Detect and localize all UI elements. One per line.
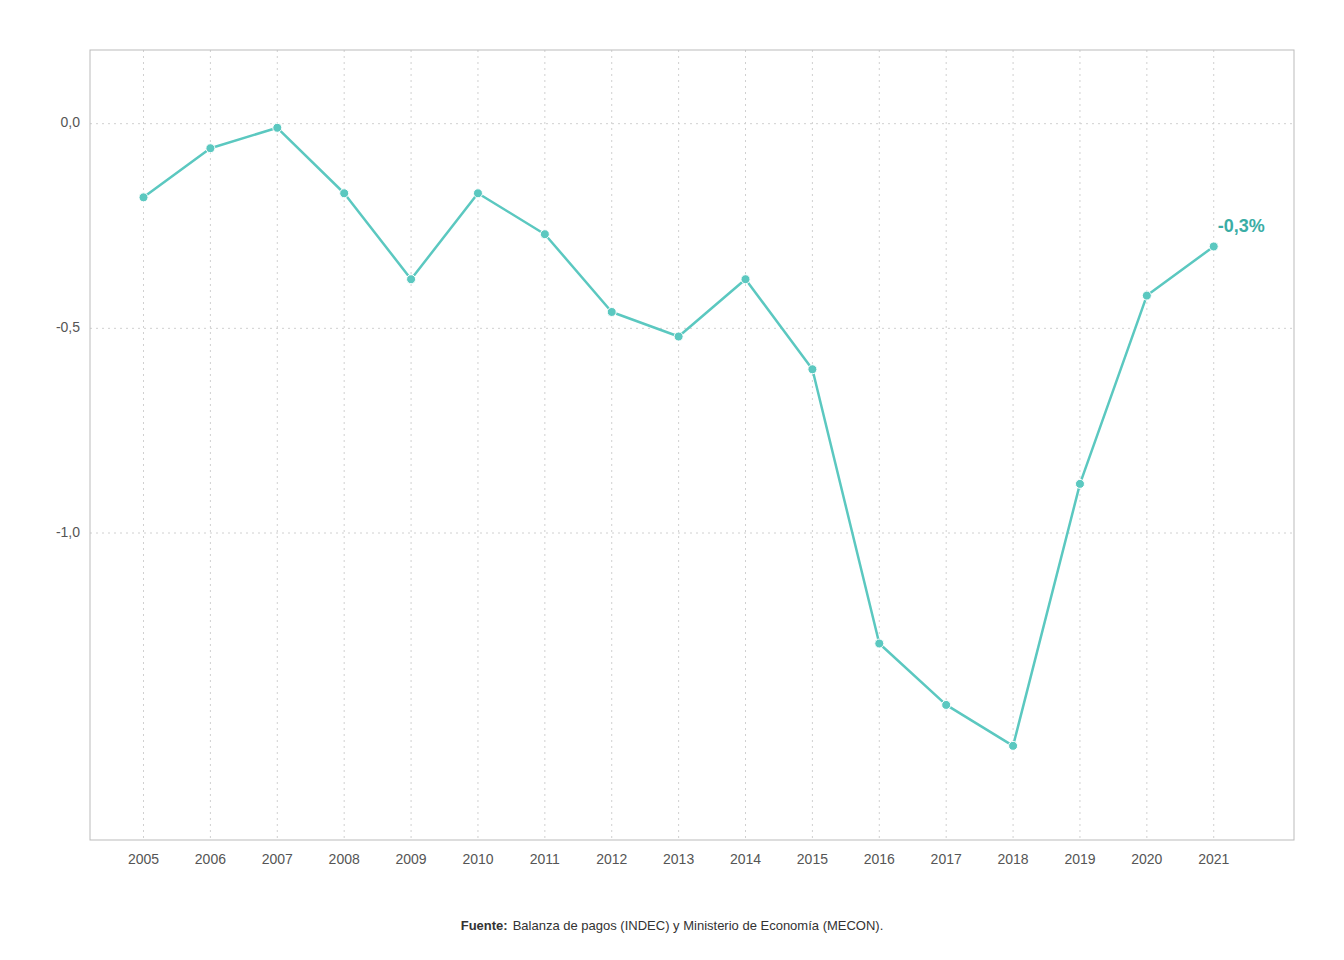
point	[674, 332, 683, 341]
point	[741, 275, 750, 284]
x-tick-label: 2017	[931, 851, 962, 867]
x-tick-label: 2016	[864, 851, 895, 867]
plot-frame	[90, 50, 1294, 840]
y-tick-label: -0,5	[56, 319, 80, 335]
x-tick-label: 2018	[997, 851, 1028, 867]
x-grid-line	[544, 50, 545, 840]
x-grid-line	[745, 50, 746, 840]
x-grid-line	[879, 50, 880, 840]
x-grid-line	[277, 50, 278, 840]
x-grid-line	[210, 50, 211, 840]
x-tick-label: 2006	[195, 851, 226, 867]
point	[473, 189, 482, 198]
point	[540, 230, 549, 239]
point	[139, 193, 148, 202]
y-grid-line	[90, 123, 1294, 124]
point	[1075, 479, 1084, 488]
x-grid-line	[411, 50, 412, 840]
point	[875, 639, 884, 648]
x-grid-line	[344, 50, 345, 840]
x-grid-line	[678, 50, 679, 840]
x-grid-line	[477, 50, 478, 840]
y-tick-label: 0,0	[61, 114, 81, 130]
source-note: Fuente: Balanza de pagos (INDEC) y Minist…	[461, 918, 884, 933]
x-grid-line	[812, 50, 813, 840]
x-tick-label: 2020	[1131, 851, 1162, 867]
y-grid-line	[90, 328, 1294, 329]
line	[144, 128, 1214, 746]
source-label: Fuente:	[461, 918, 508, 933]
x-grid-line	[143, 50, 144, 840]
series	[139, 123, 1218, 750]
x-grid-line	[1213, 50, 1214, 840]
chart-svg: 0,0 -0,5 -1,0 2005 2006 2007 2008 2009 2010 2011 2…	[0, 0, 1344, 960]
point	[942, 700, 951, 709]
y-grid-line	[90, 533, 1294, 534]
point	[1009, 741, 1018, 750]
point	[340, 189, 349, 198]
chart-container: 0,0 -0,5 -1,0 2005 2006 2007 2008 2009 2010 2011 2…	[0, 0, 1344, 960]
x-grid-line	[1079, 50, 1080, 840]
x-grid-line	[1146, 50, 1147, 840]
x-tick-label: 2009	[395, 851, 426, 867]
point	[1209, 242, 1218, 251]
x-tick-label: 2013	[663, 851, 694, 867]
annotation: -0,3%	[1218, 216, 1265, 236]
x-tick-label: 2007	[262, 851, 293, 867]
source-text: Balanza de pagos (INDEC) y Ministerio de…	[513, 918, 884, 933]
x-tick-label: 2005	[128, 851, 159, 867]
point	[808, 365, 817, 374]
x-grid-line	[1013, 50, 1014, 840]
x-tick-label: 2008	[329, 851, 360, 867]
x-grid-line	[611, 50, 612, 840]
point	[607, 307, 616, 316]
x-tick-label: 2010	[462, 851, 493, 867]
point	[273, 123, 282, 132]
grid	[90, 50, 1294, 840]
x-tick-label: 2014	[730, 851, 761, 867]
x-tick-label: 2019	[1064, 851, 1095, 867]
point	[407, 275, 416, 284]
x-grid-line	[946, 50, 947, 840]
point	[206, 144, 215, 153]
x-tick-label: 2012	[596, 851, 627, 867]
point	[1142, 291, 1151, 300]
y-tick-label: -1,0	[56, 524, 80, 540]
x-tick-label: 2015	[797, 851, 828, 867]
x-tick-label: 2021	[1198, 851, 1229, 867]
axes: 0,0 -0,5 -1,0 2005 2006 2007 2008 2009 2010 2011 2…	[56, 114, 1230, 867]
x-tick-label: 2011	[530, 851, 560, 867]
